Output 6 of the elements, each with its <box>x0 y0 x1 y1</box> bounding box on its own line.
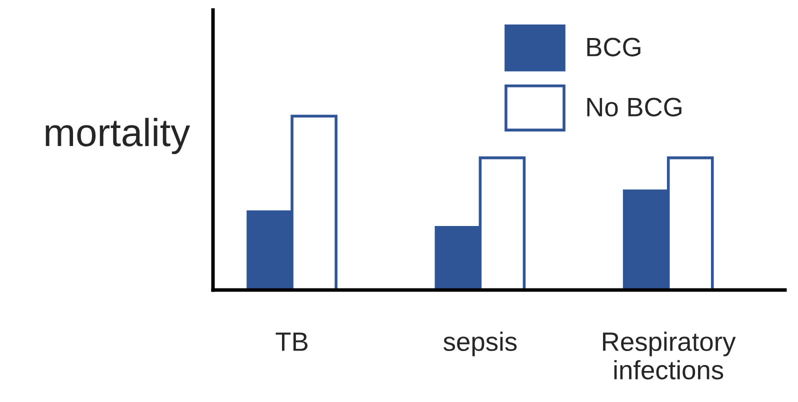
x-tick-label: Respiratory infections <box>603 332 736 380</box>
x-tick-label: sepsis <box>444 332 517 356</box>
legend-label: No BCG <box>587 98 682 116</box>
x-tick-label: TB <box>276 332 308 351</box>
y-axis-title: mortality <box>46 118 190 154</box>
legend-label: BCG <box>587 38 640 56</box>
